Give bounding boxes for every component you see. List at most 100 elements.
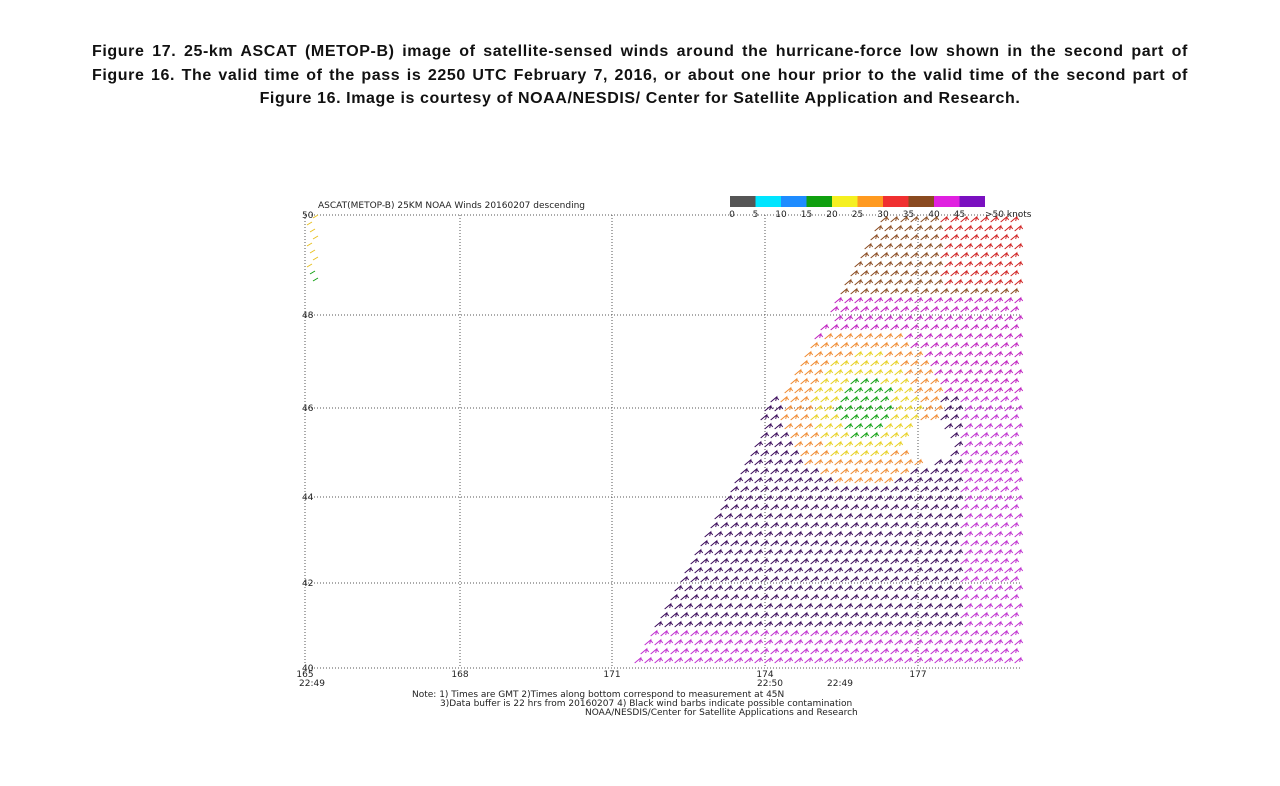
wind-barb bbox=[694, 566, 704, 574]
wind-barb bbox=[904, 242, 914, 250]
wind-barb bbox=[890, 287, 900, 295]
wind-barb bbox=[950, 431, 960, 439]
wind-barb bbox=[640, 647, 650, 655]
wind-barb bbox=[804, 530, 814, 538]
wind-barb bbox=[784, 548, 794, 556]
wind-barb bbox=[934, 350, 944, 358]
wind-barb bbox=[704, 602, 714, 610]
wind-barb bbox=[904, 422, 914, 430]
wind-barb bbox=[880, 395, 890, 403]
wind-barb bbox=[854, 386, 864, 394]
wind-barb bbox=[894, 620, 904, 628]
wind-barb bbox=[904, 404, 914, 412]
wind-barb bbox=[914, 296, 924, 304]
wind-barb bbox=[904, 530, 914, 538]
wind-barb bbox=[990, 251, 1000, 259]
wind-barb bbox=[760, 485, 770, 493]
wind-barb bbox=[680, 575, 690, 583]
wind-barb bbox=[954, 404, 964, 412]
wind-barb bbox=[834, 566, 844, 574]
wind-barb bbox=[914, 638, 924, 646]
wind-barb bbox=[830, 629, 840, 637]
wind-barb bbox=[840, 323, 850, 331]
wind-barb bbox=[794, 548, 804, 556]
wind-barb bbox=[974, 476, 984, 484]
wind-barb bbox=[884, 566, 894, 574]
wind-barb bbox=[1004, 458, 1014, 466]
wind-barb bbox=[814, 566, 824, 574]
wind-barb bbox=[800, 467, 810, 475]
wind-barb bbox=[954, 224, 964, 232]
wind-barb bbox=[660, 611, 670, 619]
wind-barb bbox=[1014, 530, 1024, 538]
wind-barb bbox=[964, 422, 974, 430]
wind-barb bbox=[974, 620, 984, 628]
wind-barb bbox=[980, 557, 990, 565]
wind-barb bbox=[844, 476, 854, 484]
wind-barb bbox=[954, 242, 964, 250]
wind-barb bbox=[954, 296, 964, 304]
wind-barb bbox=[824, 440, 834, 448]
wind-barb bbox=[634, 656, 644, 664]
wind-barb bbox=[1010, 233, 1020, 241]
wind-barb bbox=[830, 611, 840, 619]
wind-barb bbox=[880, 431, 890, 439]
wind-barb bbox=[840, 449, 850, 457]
wind-barb bbox=[820, 539, 830, 547]
wind-barb bbox=[944, 350, 954, 358]
wind-barb bbox=[734, 512, 744, 520]
wind-barb bbox=[920, 629, 930, 637]
wind-barb bbox=[890, 233, 900, 241]
wind-barb bbox=[750, 647, 760, 655]
wind-barb bbox=[804, 350, 814, 358]
wind-barb bbox=[870, 323, 880, 331]
wind-barb bbox=[790, 575, 800, 583]
wind-barb bbox=[714, 584, 724, 592]
wind-barb bbox=[714, 530, 724, 538]
wind-barb bbox=[990, 557, 1000, 565]
wind-barb bbox=[960, 251, 970, 259]
wind-barb bbox=[744, 638, 754, 646]
wind-barb bbox=[804, 476, 814, 484]
wind-barb bbox=[874, 458, 884, 466]
wind-barb bbox=[1000, 431, 1010, 439]
wind-barb bbox=[844, 332, 854, 340]
wind-barb bbox=[964, 530, 974, 538]
wind-barb bbox=[874, 278, 884, 286]
wind-barb bbox=[950, 395, 960, 403]
wind-barb bbox=[844, 566, 854, 574]
wind-barb bbox=[854, 620, 864, 628]
wind-barb bbox=[870, 251, 880, 259]
wind-barb bbox=[970, 467, 980, 475]
wind-barb bbox=[944, 296, 954, 304]
wind-barb bbox=[814, 656, 824, 664]
wind-barb bbox=[894, 440, 904, 448]
wind-barb bbox=[824, 476, 834, 484]
wind-barb bbox=[834, 314, 844, 322]
wind-barb bbox=[920, 251, 930, 259]
wind-barb bbox=[1000, 449, 1010, 457]
wind-barb bbox=[780, 395, 790, 403]
wind-barb bbox=[880, 611, 890, 619]
wind-barb bbox=[934, 242, 944, 250]
wind-barb bbox=[820, 413, 830, 421]
wind-barb bbox=[874, 512, 884, 520]
wind-barb bbox=[914, 494, 924, 502]
wind-barb bbox=[924, 386, 934, 394]
wind-barb bbox=[870, 629, 880, 637]
legend-swatch bbox=[781, 196, 807, 207]
wind-barb bbox=[820, 377, 830, 385]
lon-label: 171 bbox=[603, 670, 620, 680]
wind-barb bbox=[850, 431, 860, 439]
wind-barb bbox=[750, 485, 760, 493]
wind-barb bbox=[664, 638, 674, 646]
wind-barb bbox=[980, 359, 990, 367]
wind-barb bbox=[900, 377, 910, 385]
wind-barb bbox=[750, 611, 760, 619]
wind-barb bbox=[1014, 314, 1024, 322]
wind-barb bbox=[1014, 332, 1024, 340]
wind-barb bbox=[1014, 350, 1024, 358]
wind-barb bbox=[844, 638, 854, 646]
lat-label: 46 bbox=[302, 404, 314, 414]
wind-barb bbox=[924, 476, 934, 484]
